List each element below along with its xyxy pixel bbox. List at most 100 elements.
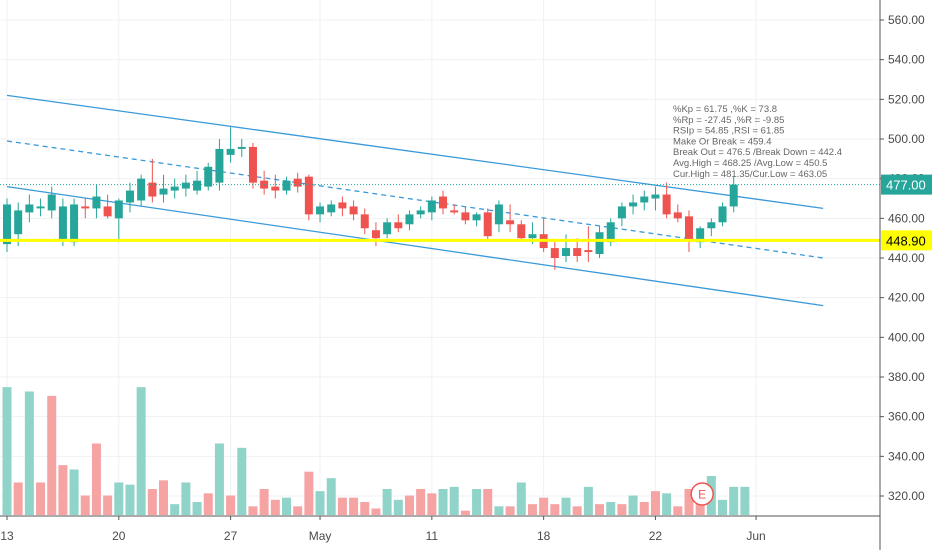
time-tick-label: 22 — [649, 529, 663, 543]
price-axis[interactable]: 320.00 340.00 360.00 380.00 400.00 420.00 440.… — [879, 0, 932, 550]
volume-bar — [472, 489, 482, 515]
time-axis[interactable]: 13 20 27 May 11 18 22 Jun — [0, 515, 880, 543]
volume-bar — [416, 489, 426, 515]
volume-bar — [58, 465, 68, 515]
volume-bar — [270, 499, 280, 515]
volume-bar — [203, 493, 213, 515]
price-label-badge — [881, 174, 932, 195]
candle-body — [193, 180, 202, 191]
volume-bar — [80, 495, 90, 515]
volume-bar — [740, 486, 750, 515]
price-tick-label: 400.00 — [888, 330, 925, 344]
price-tick-label: 500.00 — [888, 132, 925, 146]
volume-bar — [91, 443, 101, 515]
candle-body — [606, 222, 615, 243]
candle-body — [25, 204, 34, 213]
time-tick-label: 20 — [112, 529, 126, 543]
candle-body — [338, 202, 347, 209]
time-tick-label: May — [309, 529, 332, 543]
candle-body — [461, 212, 470, 221]
candle-body — [327, 204, 336, 213]
indicator-panel: %Kp = 61.75 ,%K = 73.8%Rp = -27.45 ,%R =… — [673, 104, 842, 180]
candle-body — [125, 190, 134, 203]
candle-body — [148, 182, 157, 197]
volume-bar — [69, 469, 79, 515]
indicator-line: Avg.High = 468.25 /Avg.Low = 450.5 — [673, 158, 827, 169]
volume-bar — [248, 506, 258, 515]
price-label-badge — [881, 230, 932, 251]
candle-body — [506, 220, 515, 225]
candle-body — [595, 232, 604, 255]
indicator-line: %Rp = -27.45 ,%R = -9.85 — [673, 115, 784, 126]
volume-bar — [237, 447, 247, 515]
candle-body — [159, 188, 168, 195]
candle-body — [47, 194, 56, 211]
volume-bar — [304, 471, 314, 515]
volume-bar — [47, 395, 57, 515]
volume-bar — [606, 502, 616, 515]
volume-bar — [226, 495, 236, 515]
candle-body — [494, 204, 503, 225]
candle-body — [3, 204, 11, 245]
volume-bar — [595, 504, 605, 515]
candle-body — [383, 222, 392, 235]
candle-body — [517, 224, 526, 239]
candle-body — [640, 196, 649, 203]
candle-body — [316, 206, 325, 215]
volume-bars — [2, 387, 750, 515]
candle-body — [92, 196, 101, 209]
volume-bar — [572, 506, 582, 515]
candle-body — [248, 146, 257, 183]
candle-body — [304, 176, 313, 215]
candle-body — [103, 206, 112, 217]
volume-bar — [24, 391, 34, 515]
candle-body — [226, 148, 235, 155]
volume-bar — [662, 493, 672, 515]
candle-body — [729, 184, 738, 207]
volume-bar — [103, 495, 113, 515]
volume-bar — [494, 506, 504, 515]
price-label-text: 477.00 — [886, 178, 926, 193]
indicator-line: %Kp = 61.75 ,%K = 73.8 — [673, 104, 777, 115]
volume-bar — [315, 491, 325, 515]
indicator-line: Break Out = 476.5 /Break Down = 442.4 — [673, 147, 842, 158]
volume-bar — [181, 482, 191, 515]
indicator-line: Make Or Break = 459.4 — [673, 136, 771, 147]
candle-body — [707, 222, 716, 229]
candle-body — [651, 194, 660, 199]
volume-bar — [650, 491, 660, 515]
volume-bar — [527, 504, 537, 515]
volume-bar — [349, 497, 359, 515]
candle-body — [405, 214, 414, 225]
price-tick-label: 340.00 — [888, 449, 925, 463]
volume-bar — [729, 486, 739, 515]
candle-body — [137, 178, 146, 201]
channel-lower-line — [6, 185, 824, 307]
volume-bar — [583, 486, 593, 515]
candle-body — [573, 248, 582, 257]
volume-bar — [673, 506, 683, 515]
volume-bar — [550, 504, 560, 515]
candle-body — [662, 194, 671, 215]
candle-body — [204, 166, 213, 187]
price-tick-label: 460.00 — [888, 211, 925, 225]
volume-bar — [282, 497, 291, 515]
volume-bar — [561, 497, 571, 515]
candle-body — [584, 250, 593, 253]
volume-bar — [2, 387, 12, 515]
volume-bar — [393, 499, 403, 515]
price-tick-label: 560.00 — [888, 13, 925, 27]
time-tick-label: 11 — [426, 529, 439, 543]
candle-body — [427, 200, 436, 213]
indicator-line: Cur.High = 481.35/Cur.Low = 463.05 — [673, 169, 827, 180]
volume-bar — [147, 489, 157, 515]
candle-body — [718, 206, 727, 223]
time-tick-label: 18 — [537, 529, 551, 543]
price-tick-label: 420.00 — [888, 291, 925, 305]
time-tick-label: 27 — [224, 529, 238, 543]
candle-body — [684, 216, 693, 241]
candle-body — [472, 214, 481, 221]
chart-overlay: E — [0, 184, 880, 506]
volume-bar — [460, 510, 470, 515]
